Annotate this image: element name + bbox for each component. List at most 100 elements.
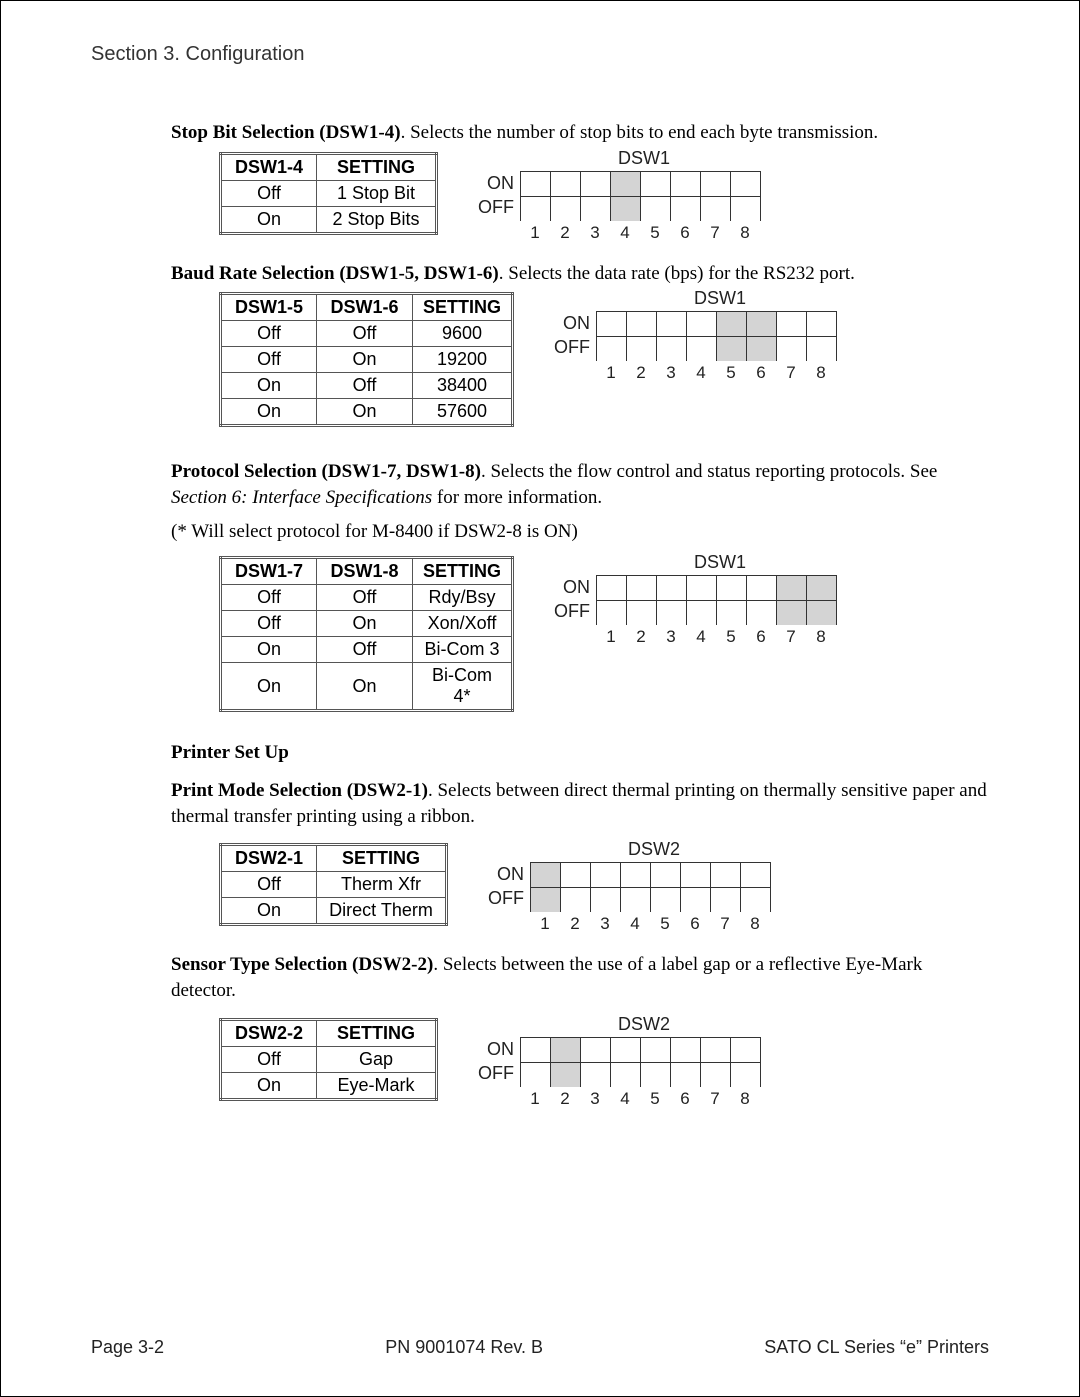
dip-cell	[717, 312, 747, 336]
dip-cell	[681, 863, 711, 887]
dip-num: 1	[520, 1089, 550, 1109]
dip-num: 7	[710, 914, 740, 934]
dip-cell	[807, 312, 837, 336]
page: Section 3. Configuration Stop Bit Select…	[0, 0, 1080, 1397]
dip-on-label: ON	[554, 311, 590, 335]
dip-cell	[741, 888, 771, 912]
dip-cell	[747, 312, 777, 336]
dip-cell	[671, 1063, 701, 1087]
td: On	[221, 373, 317, 399]
dip-num: 6	[746, 363, 776, 383]
dip-row-off	[520, 196, 761, 221]
dip-num: 2	[560, 914, 590, 934]
dip-num: 1	[520, 223, 550, 243]
dip-cell	[671, 1038, 701, 1062]
footer-center: PN 9001074 Rev. B	[385, 1337, 543, 1358]
stopbit-dip: DSW1ONOFF12345678	[478, 148, 764, 243]
dip-num: 5	[716, 363, 746, 383]
dip-num: 4	[610, 223, 640, 243]
dip-cell	[611, 172, 641, 196]
dip-cell	[711, 888, 741, 912]
dip-cell	[657, 337, 687, 361]
th: DSW1-5	[221, 294, 317, 321]
dip-num: 1	[596, 363, 626, 383]
dip-row-on	[520, 1037, 761, 1062]
th: DSW1-7	[221, 558, 317, 585]
dip-cell	[747, 601, 777, 625]
sensor-block: DSW2-2 SETTING OffGap OnEye-Mark DSW2ONO…	[171, 1014, 989, 1109]
th: SETTING	[317, 845, 447, 872]
dip-cell	[597, 337, 627, 361]
printmode-block: DSW2-1 SETTING OffTherm Xfr OnDirect The…	[171, 839, 989, 934]
dip-cell	[521, 1038, 551, 1062]
td: Off	[317, 321, 413, 347]
td: Bi-Com 4*	[413, 663, 513, 711]
footer-right: SATO CL Series “e” Printers	[764, 1337, 989, 1358]
sensor-table: DSW2-2 SETTING OffGap OnEye-Mark	[219, 1018, 438, 1101]
dip-num: 2	[550, 1089, 580, 1109]
dip-num: 6	[670, 1089, 700, 1109]
dip-num: 3	[656, 627, 686, 647]
dip-cell	[717, 601, 747, 625]
dip-cell	[641, 1038, 671, 1062]
printmode-table-wrap: DSW2-1 SETTING OffTherm Xfr OnDirect The…	[219, 843, 448, 926]
dip-cell	[687, 337, 717, 361]
dip-num: 8	[740, 914, 770, 934]
td: Gap	[317, 1046, 437, 1072]
dip-num: 2	[626, 627, 656, 647]
td: On	[221, 898, 317, 925]
dip-cell	[687, 576, 717, 600]
dip-cell	[597, 576, 627, 600]
dip-cell	[581, 172, 611, 196]
baud-block: DSW1-5 DSW1-6 SETTING OffOff9600 OffOn19…	[171, 288, 989, 427]
stopbit-para: Stop Bit Selection (DSW1-4). Selects the…	[171, 120, 989, 146]
dip-cell	[747, 337, 777, 361]
dip-num: 8	[806, 627, 836, 647]
td: On	[221, 637, 317, 663]
th: DSW2-1	[221, 845, 317, 872]
dip-cell	[521, 172, 551, 196]
dip-row-on	[596, 575, 837, 600]
baud-desc: . Selects the data rate (bps) for the RS…	[499, 263, 855, 284]
dip-num: 8	[730, 223, 760, 243]
dip-off-label: OFF	[478, 1061, 514, 1085]
content: Stop Bit Selection (DSW1-4). Selects the…	[171, 120, 989, 1109]
td: On	[221, 1072, 317, 1099]
baud-title: Baud Rate Selection (DSW1-5, DSW1-6)	[171, 263, 499, 284]
protocol-block: DSW1-7 DSW1-8 SETTING OffOffRdy/Bsy OffO…	[171, 552, 989, 712]
td: Off	[317, 637, 413, 663]
dip-cell	[581, 1063, 611, 1087]
baud-table-wrap: DSW1-5 DSW1-6 SETTING OffOff9600 OffOn19…	[219, 292, 514, 427]
dip-title: DSW2	[524, 1014, 764, 1035]
dip-num: 8	[806, 363, 836, 383]
protocol-para: Protocol Selection (DSW1-7, DSW1-8). Sel…	[171, 459, 989, 510]
dip-off-label: OFF	[488, 886, 524, 910]
dip-cell	[701, 197, 731, 221]
dip-cell	[591, 863, 621, 887]
td: On	[317, 399, 413, 426]
dip-cell	[701, 1063, 731, 1087]
dip-row-on	[530, 862, 771, 887]
dip-cell	[747, 576, 777, 600]
dip-cell	[641, 1063, 671, 1087]
protocol-dip: DSW1ONOFF12345678	[554, 552, 840, 647]
dip-num: 4	[610, 1089, 640, 1109]
printer-setup-heading: Printer Set Up	[171, 742, 989, 764]
sensor-table-wrap: DSW2-2 SETTING OffGap OnEye-Mark	[219, 1018, 438, 1101]
td: Eye-Mark	[317, 1072, 437, 1099]
td: 19200	[413, 347, 513, 373]
dip-cell	[621, 863, 651, 887]
td: Therm Xfr	[317, 872, 447, 898]
dip-cell	[807, 337, 837, 361]
dip-num: 1	[596, 627, 626, 647]
dip-num: 7	[700, 223, 730, 243]
stopbit-block: DSW1-4 SETTING Off1 Stop Bit On2 Stop Bi…	[171, 148, 989, 243]
td: Xon/Xoff	[413, 611, 513, 637]
dip-row-on	[596, 311, 837, 336]
td: Bi-Com 3	[413, 637, 513, 663]
protocol-note: (* Will select protocol for M-8400 if DS…	[171, 519, 989, 545]
td: Off	[221, 1046, 317, 1072]
dip-cell	[687, 601, 717, 625]
footer: Page 3-2 PN 9001074 Rev. B SATO CL Serie…	[91, 1337, 989, 1358]
td: Off	[317, 585, 413, 611]
